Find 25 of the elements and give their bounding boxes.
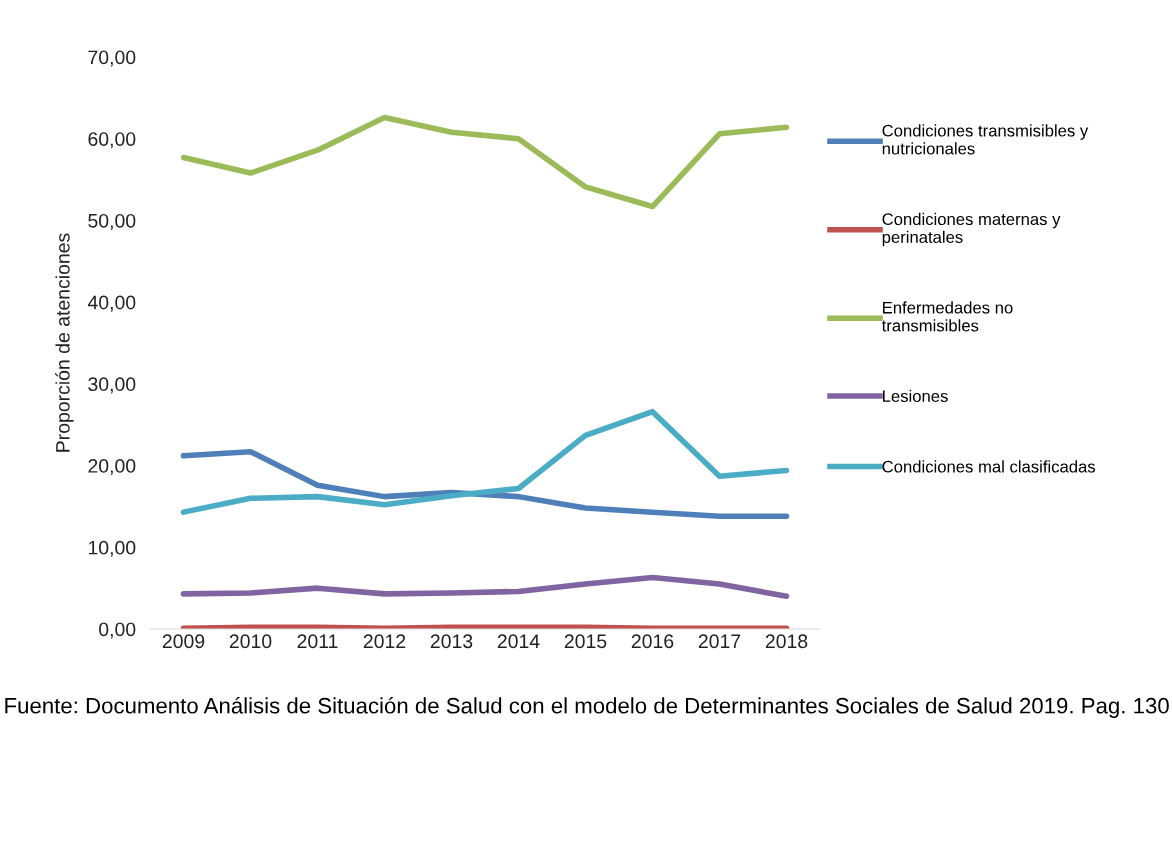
- y-axis-title: Proporción de atenciones: [55, 233, 74, 452]
- legend-label: Condiciones maternas y perinatales: [882, 212, 1061, 247]
- x-tick-label: 2018: [765, 634, 808, 649]
- x-tick-label: 2009: [162, 634, 205, 649]
- source-note: Fuente: Documento Análisis de Situación de Salud con el modelo de Determinantes Sociales de Salud 2019. Pag. 130: [5, 697, 1169, 718]
- x-tick-label: 2016: [631, 634, 674, 649]
- legend-label: Lesiones: [883, 389, 948, 403]
- y-tick-label: 0,00: [99, 622, 136, 639]
- legend-label: Condiciones mal clasificadas: [882, 460, 1096, 473]
- x-tick-label: 2010: [229, 634, 272, 649]
- y-tick-label: 50,00: [88, 213, 136, 230]
- legend-label: Condiciones transmisibles y nutricionales: [882, 124, 1089, 155]
- y-tick-label: 60,00: [88, 132, 136, 149]
- legend-label: Enfermedades no transmisibles: [881, 301, 1013, 332]
- y-tick-label: 70,00: [88, 50, 136, 67]
- x-tick-label: 2015: [564, 634, 607, 649]
- y-tick-label: 10,00: [88, 540, 136, 557]
- y-tick-label: 20,00: [88, 459, 136, 476]
- x-tick-label: 2014: [497, 634, 540, 649]
- x-tick-label: 2012: [363, 634, 406, 649]
- y-tick-label: 30,00: [88, 377, 136, 394]
- x-tick-label: 2011: [297, 634, 338, 649]
- x-tick-label: 2017: [698, 634, 741, 649]
- x-tick-label: 2013: [430, 634, 473, 649]
- y-tick-label: 40,00: [87, 295, 136, 312]
